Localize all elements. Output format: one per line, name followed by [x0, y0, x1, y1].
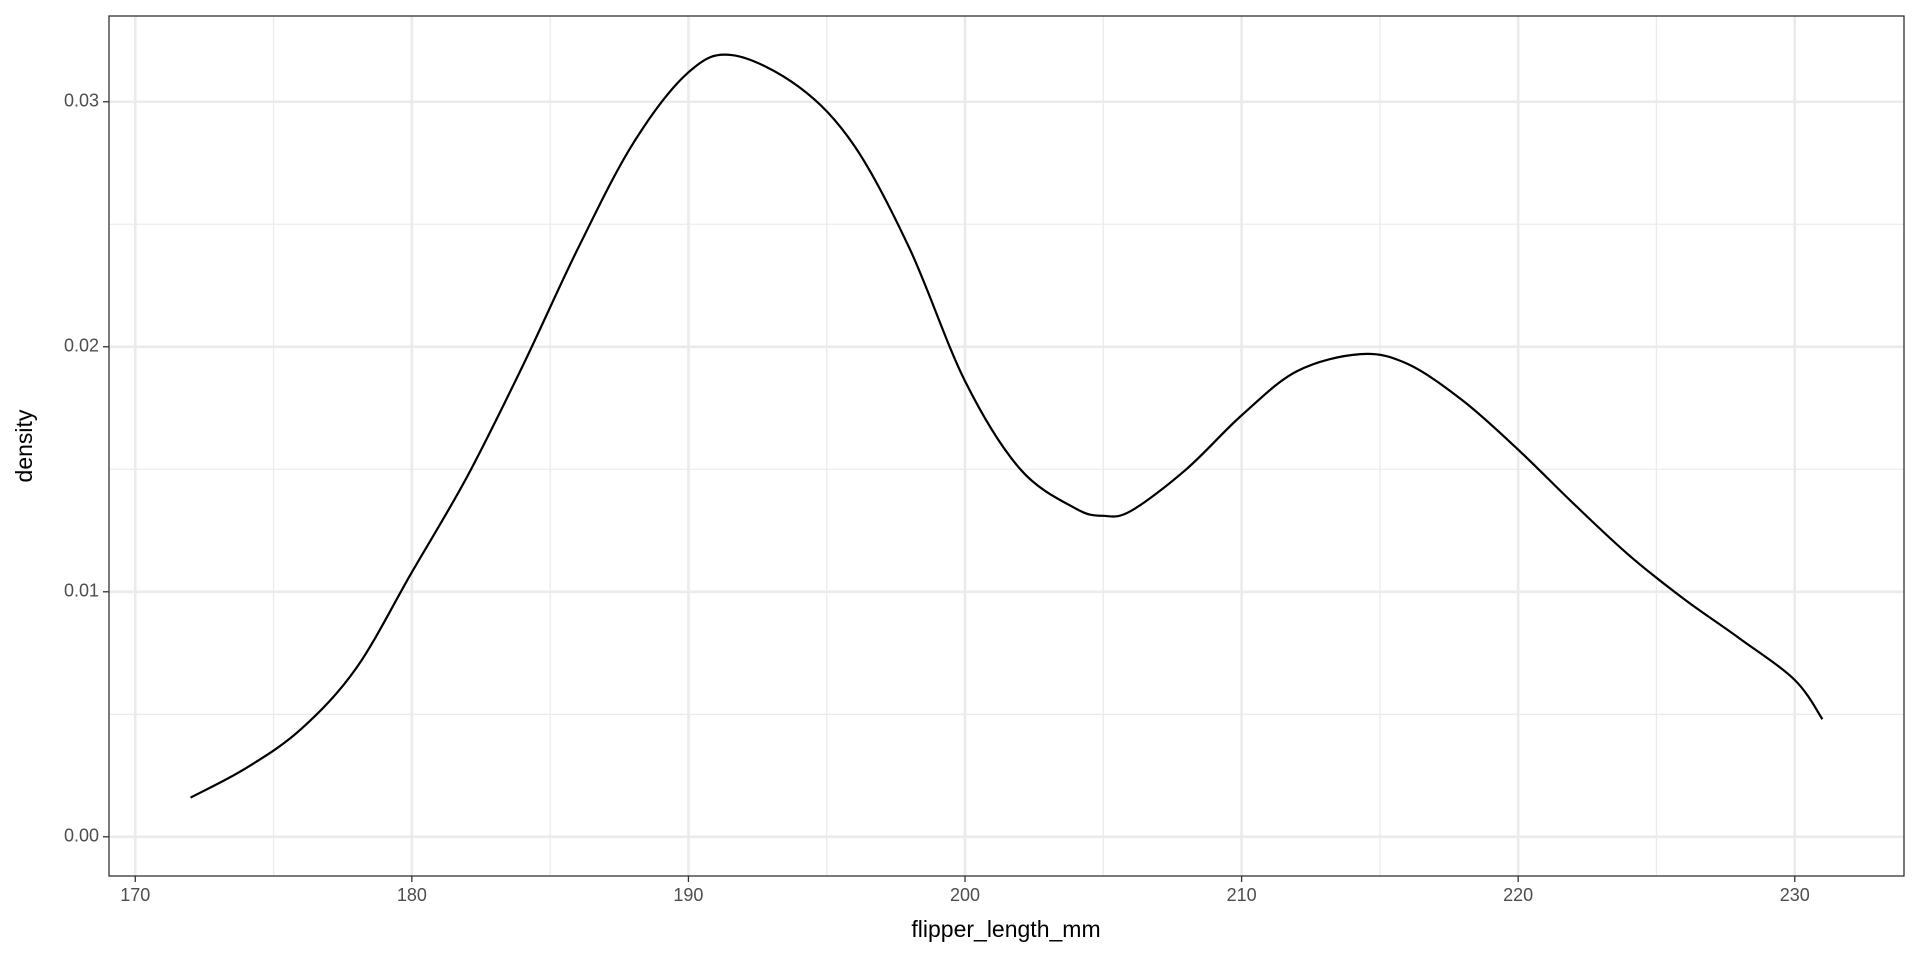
y-tick-label: 0.02: [64, 336, 99, 356]
density-line: [190, 53, 1824, 799]
x-tick-label: 190: [673, 885, 703, 905]
x-tick-label: 170: [120, 885, 150, 905]
x-axis-title: flipper_length_mm: [911, 916, 1100, 942]
panel-border: [108, 15, 1905, 877]
y-tick-label: 0.01: [64, 581, 99, 601]
x-tick-label: 200: [950, 885, 980, 905]
x-tick-label: 230: [1780, 885, 1810, 905]
x-tick-label: 220: [1503, 885, 1533, 905]
y-tick-label: 0.03: [64, 91, 99, 111]
y-axis-title: density: [11, 409, 37, 482]
x-tick-label: 210: [1227, 885, 1257, 905]
x-tick-label: 180: [397, 885, 427, 905]
y-tick-label: 0.00: [64, 826, 99, 846]
